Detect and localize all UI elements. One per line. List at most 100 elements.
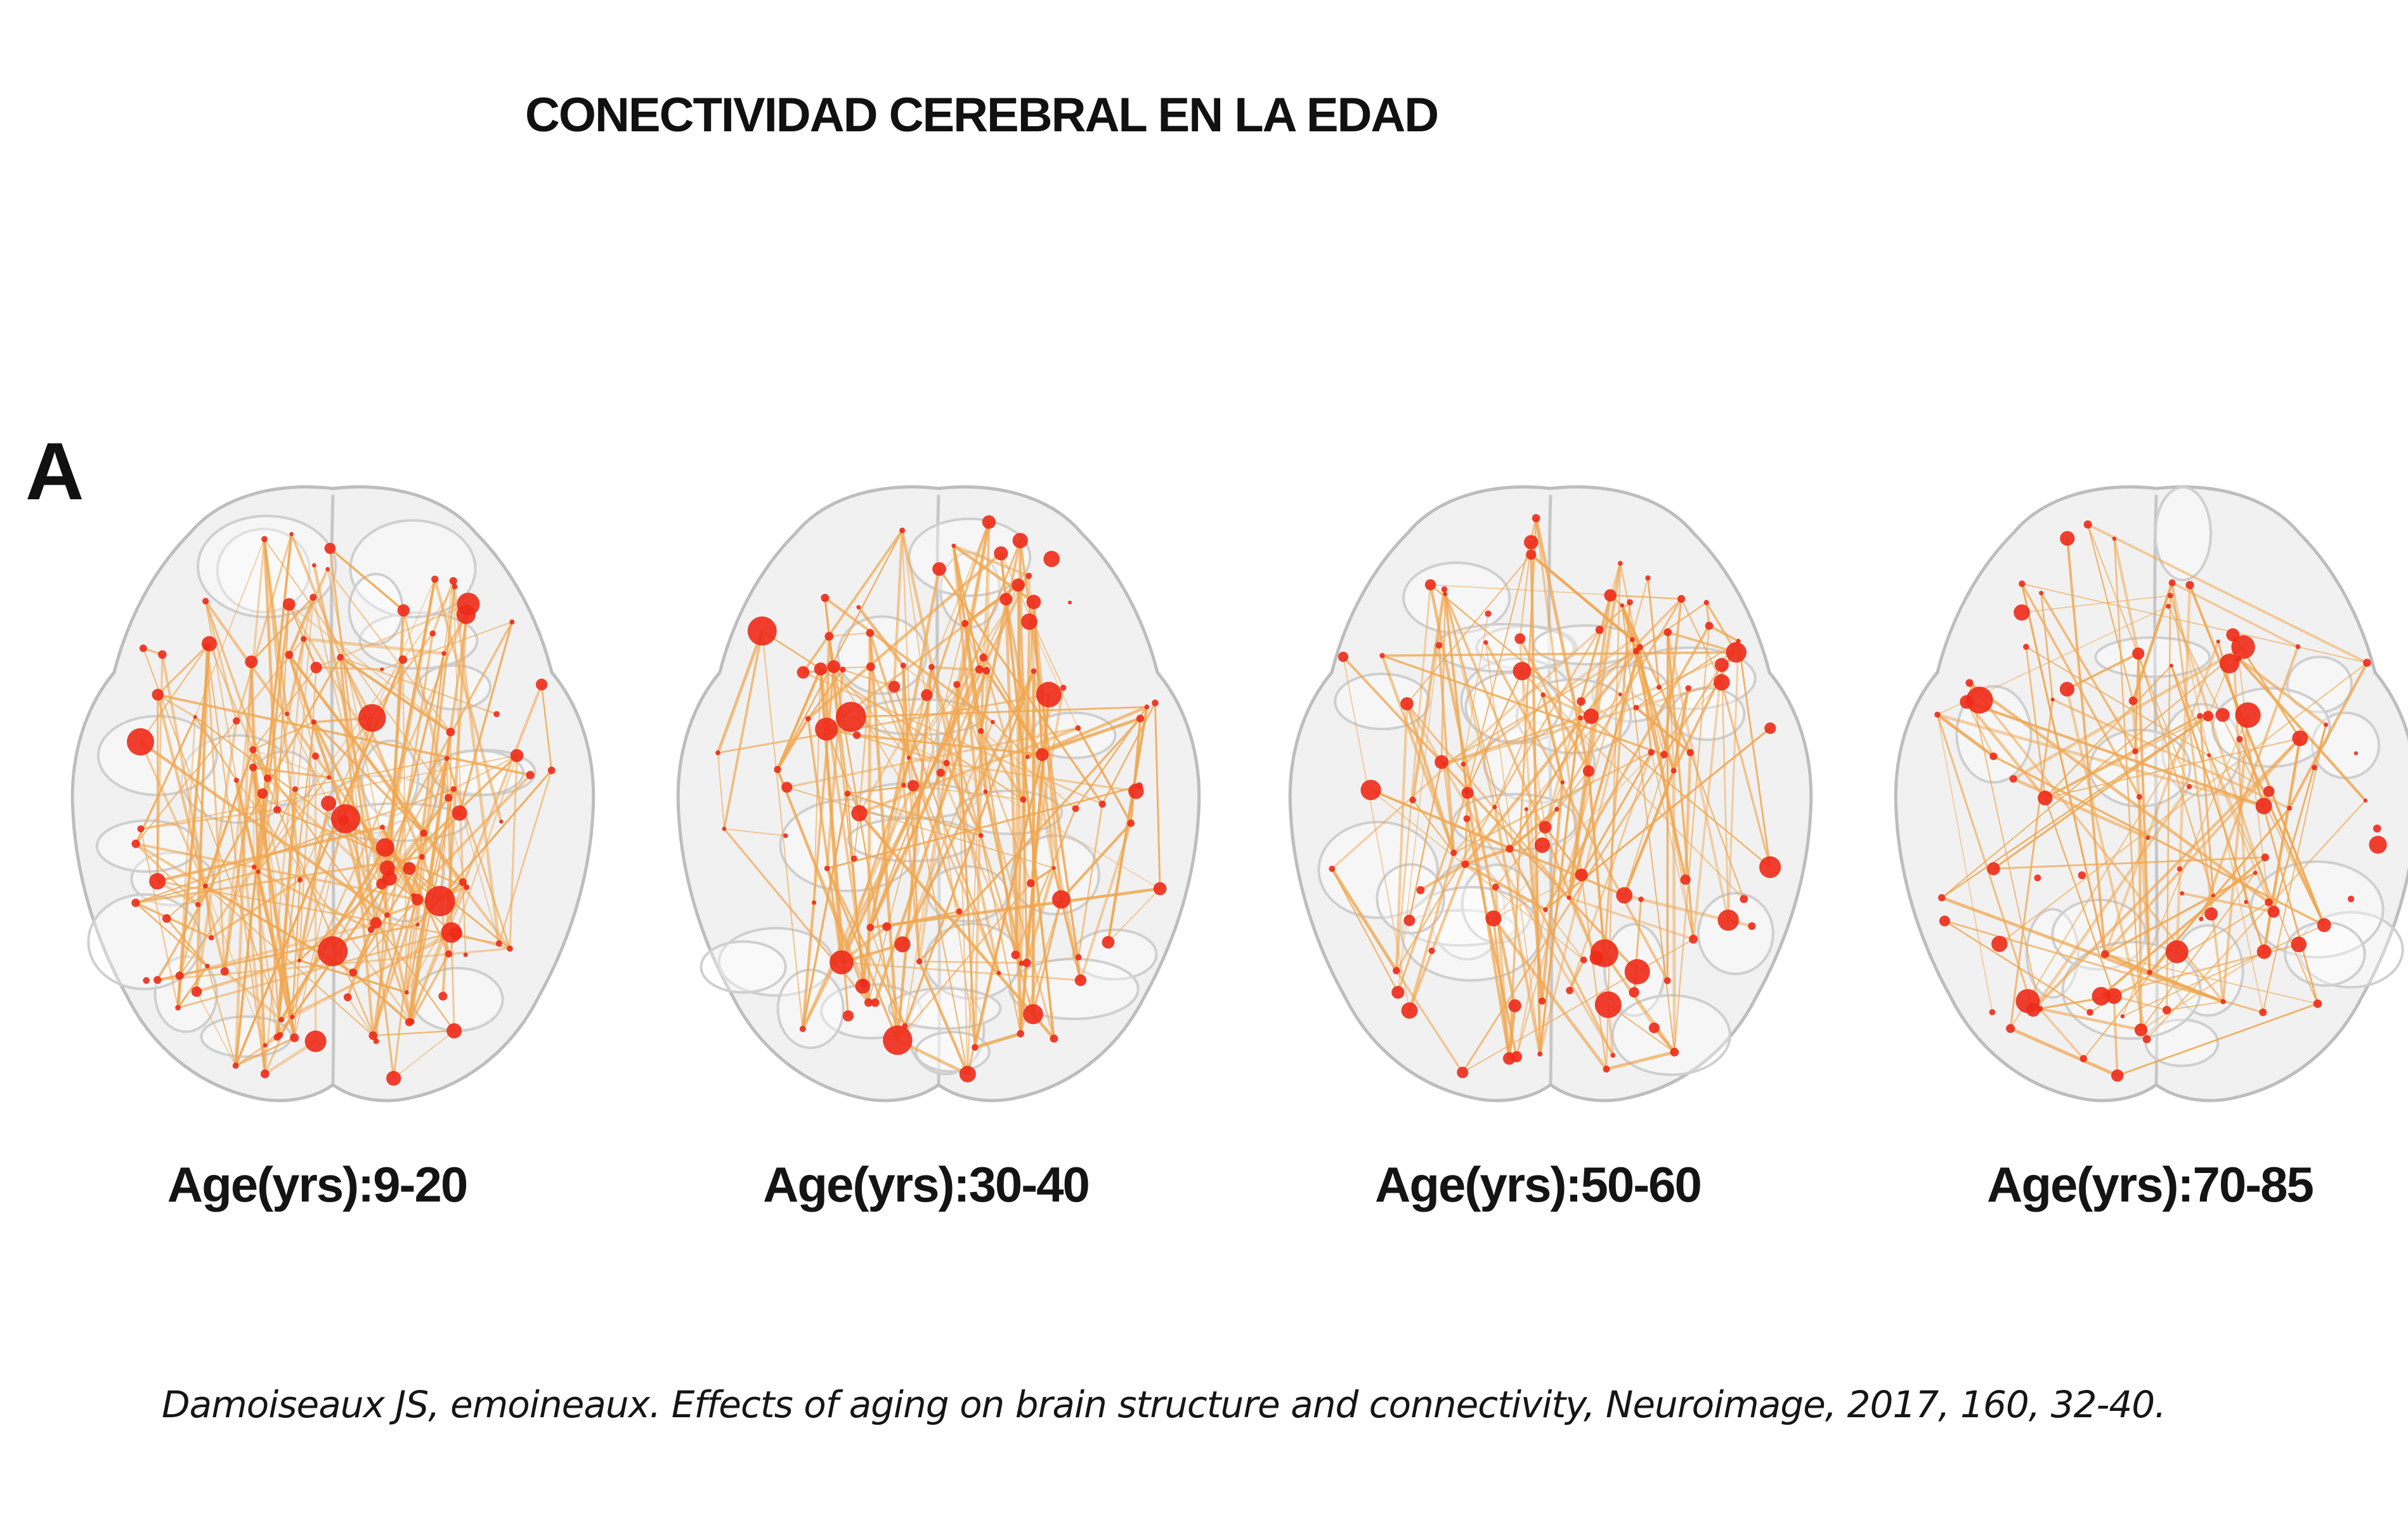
brain-node [982,667,991,675]
connection-edge [295,757,447,790]
brain-node [1589,950,1604,966]
brain-node [1748,922,1756,930]
brain-node [1717,909,1739,931]
connection-edge [1580,595,1611,702]
brain-node [842,1010,854,1021]
connection-edge [1052,867,1082,981]
connection-edge [939,670,987,773]
connection-edge [973,754,1044,1048]
brain-node [1443,592,1448,596]
brain-node [370,917,382,929]
gyrus-contour [1696,892,1774,976]
citation-text: Damoiseaux JS, emoineaux. Effects of agi… [162,1383,2166,1426]
brain-node [368,1031,377,1040]
brain-node [1025,754,1030,759]
connection-edge [1462,613,1489,764]
connection-edge [280,846,387,1021]
brain-node [1360,780,1381,801]
brain-node [1595,626,1604,634]
connection-edge [235,1036,278,1067]
brain-node [852,731,861,739]
brain-node [2059,681,2074,697]
connection-edge [353,899,418,973]
connection-edge [179,586,455,976]
brain-node [2101,950,2109,959]
brain-node [143,977,150,984]
brain-node [900,662,906,669]
connection-edge [2137,653,2214,896]
connection-edge [140,643,210,743]
connection-edge [393,1030,455,1079]
brain-node [1934,711,1941,718]
brain-node [827,660,840,673]
brain-node [2132,748,2138,754]
brain-node [1492,804,1497,809]
connection-edge [868,632,899,1040]
connection-edge [829,632,870,638]
brain-node [1736,639,1741,644]
brain-node [1043,551,1060,567]
brain-node [1663,628,1672,636]
brain-node [1144,704,1150,710]
brain-node [1391,986,1405,999]
brain-node [2134,1023,2148,1037]
connection-edge [776,717,810,771]
connection-edge [1647,577,1660,688]
connection-edge [1443,593,1497,808]
brain-node [1554,806,1559,812]
connection-edge [2039,1007,2142,1032]
brain-node [420,829,427,837]
brain-node [2111,1069,2124,1082]
network-edges [716,521,1161,1076]
brain-node [1017,1030,1024,1038]
brain-svg [1894,485,2408,1103]
brain-node [1457,1066,1469,1078]
connection-edge [2171,582,2299,648]
brain-node [871,998,880,1007]
brain-node [1441,586,1448,593]
connection-edge [901,670,1036,945]
brain-node [290,1033,299,1042]
connection-edge [498,770,552,944]
connection-edge [873,670,988,1004]
network-edges [1331,518,1771,1073]
brain-node [2312,764,2317,771]
gyrus-contour [1334,672,1431,731]
brain-node [2255,797,2272,815]
brain-node [1578,715,1584,721]
brain-node [1393,967,1400,974]
brain-node [1135,782,1143,790]
brain-node [349,968,357,977]
brain-node [1539,821,1552,834]
brain-node [2292,730,2308,747]
connection-edge [1540,782,1565,1002]
brain-node [1689,934,1698,944]
connection-edge [211,879,301,939]
connection-edge [1580,874,1608,1070]
connection-edge [892,530,904,687]
brain-node [282,598,296,611]
connection-edge [901,530,920,962]
connection-edge [1444,593,1598,959]
connection-edge [802,529,904,674]
connection-edge [869,772,942,928]
connection-edge [902,665,1076,809]
brain-node [1534,837,1551,853]
brain-svg [1288,485,1813,1103]
brain-node [2166,603,2171,609]
connection-edge [352,929,372,973]
brain-node [1401,1002,1418,1019]
connection-edge [1077,727,1132,824]
connection-edge [1941,646,2244,898]
brain-node [2373,824,2381,833]
brain-node [257,788,268,799]
connection-edge [372,633,434,1036]
connection-edge [2168,606,2325,926]
connection-edge [2022,583,2367,664]
brain-node [2185,580,2194,589]
brain-node [2014,604,2030,621]
brain-node [1616,887,1633,904]
connection-edge [979,540,1022,731]
connection-edge [1395,584,1431,971]
connection-edge [1025,867,1056,964]
